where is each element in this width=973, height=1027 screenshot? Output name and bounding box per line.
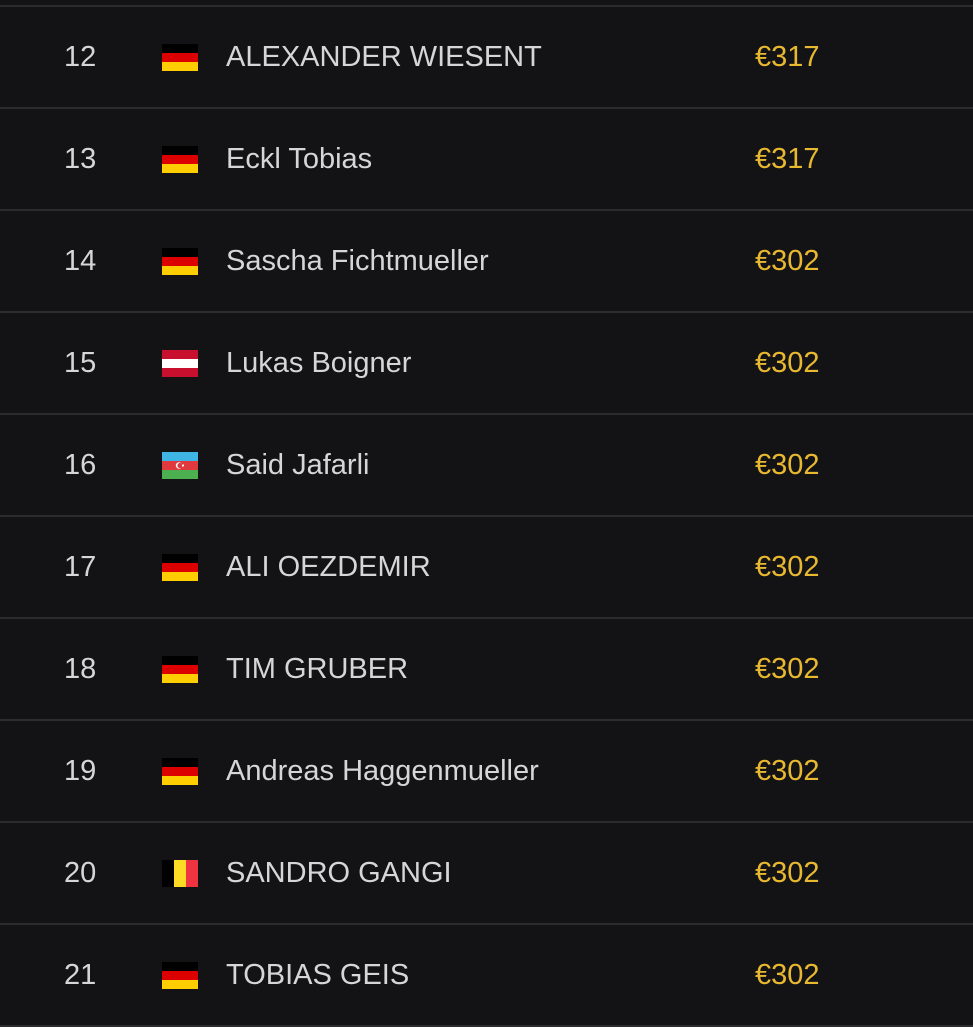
rank: 15 xyxy=(64,347,97,379)
de-flag-icon xyxy=(162,248,198,275)
table-row[interactable]: 20 SANDRO GANGI €302 xyxy=(0,823,973,925)
table-row[interactable]: 19 Andreas Haggenmueller €302 xyxy=(0,721,973,823)
de-flag-icon xyxy=(162,554,198,581)
be-flag-icon xyxy=(162,860,198,887)
de-flag-icon xyxy=(162,146,198,173)
player-name: Sascha Fichtmueller xyxy=(226,245,489,277)
prize-amount: €302 xyxy=(755,347,820,379)
rank: 13 xyxy=(64,143,97,175)
table-row[interactable]: 12 ALEXANDER WIESENT €317 xyxy=(0,7,973,109)
player-name: ALEXANDER WIESENT xyxy=(226,41,542,73)
prize-amount: €317 xyxy=(755,143,820,175)
rank: 16 xyxy=(64,449,97,481)
divider xyxy=(0,5,973,7)
prize-amount: €302 xyxy=(755,653,820,685)
table-row[interactable]: 15 Lukas Boigner €302 xyxy=(0,313,973,415)
player-name: TIM GRUBER xyxy=(226,653,409,685)
prize-amount: €302 xyxy=(755,959,820,991)
de-flag-icon xyxy=(162,962,198,989)
de-flag-icon xyxy=(162,656,198,683)
player-name: SANDRO GANGI xyxy=(226,857,452,889)
prize-amount: €302 xyxy=(755,551,820,583)
player-name: ALI OEZDEMIR xyxy=(226,551,431,583)
table-row[interactable]: 13 Eckl Tobias €317 xyxy=(0,109,973,211)
rank: 19 xyxy=(64,755,97,787)
table-row[interactable]: 16 Said Jafarli €302 xyxy=(0,415,973,517)
player-name: TOBIAS GEIS xyxy=(226,959,410,991)
player-name: Andreas Haggenmueller xyxy=(226,755,539,787)
rank: 18 xyxy=(64,653,97,685)
player-name: Said Jafarli xyxy=(226,449,370,481)
player-name: Eckl Tobias xyxy=(226,143,373,175)
prize-amount: €302 xyxy=(755,449,820,481)
table-row[interactable]: 21 TOBIAS GEIS €302 xyxy=(0,925,973,1027)
de-flag-icon xyxy=(162,758,198,785)
table-row[interactable]: 17 ALI OEZDEMIR €302 xyxy=(0,517,973,619)
rank: 21 xyxy=(64,959,97,991)
table-row[interactable]: 14 Sascha Fichtmueller €302 xyxy=(0,211,973,313)
de-flag-icon xyxy=(162,44,198,71)
player-name: Lukas Boigner xyxy=(226,347,412,379)
at-flag-icon xyxy=(162,350,198,377)
prize-amount: €302 xyxy=(755,245,820,277)
rank: 14 xyxy=(64,245,97,277)
table-row[interactable]: 18 TIM GRUBER €302 xyxy=(0,619,973,721)
prize-amount: €317 xyxy=(755,41,820,73)
prize-amount: €302 xyxy=(755,755,820,787)
rank: 12 xyxy=(64,41,97,73)
rank: 17 xyxy=(64,551,97,583)
prize-amount: €302 xyxy=(755,857,820,889)
az-flag-icon xyxy=(162,452,198,479)
rank: 20 xyxy=(64,857,97,889)
